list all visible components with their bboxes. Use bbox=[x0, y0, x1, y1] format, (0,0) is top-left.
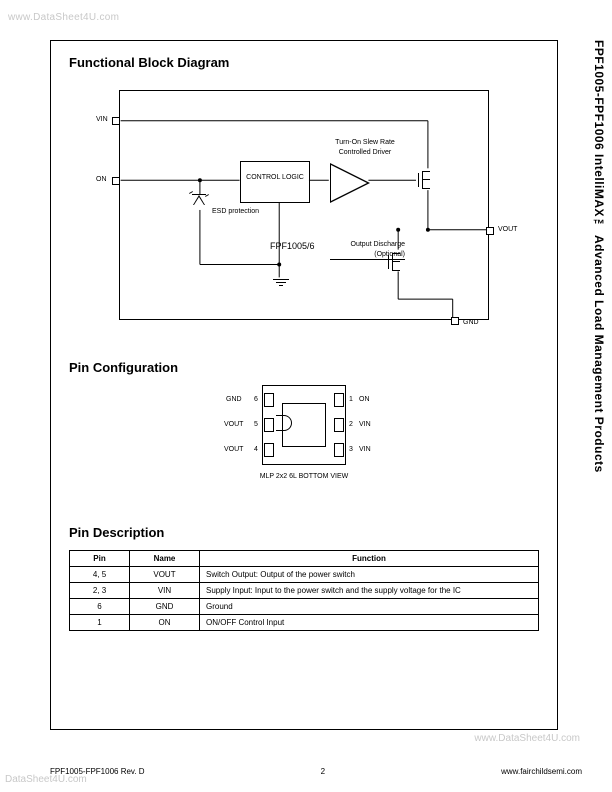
esd-diode bbox=[192, 191, 206, 211]
ground-symbol bbox=[273, 279, 289, 286]
label-gnd: GND bbox=[463, 319, 479, 326]
label-driver-top: Turn-On Slew Rate bbox=[330, 139, 400, 146]
pin-config-caption: MLP 2x2 6L BOTTOM VIEW bbox=[224, 473, 384, 480]
pin-pad-vin bbox=[112, 117, 120, 125]
cell-pin: 1 bbox=[70, 615, 130, 631]
cell-func: Ground bbox=[200, 599, 539, 615]
pin-lbl-vout1: VOUT bbox=[224, 421, 243, 428]
th-name: Name bbox=[130, 551, 200, 567]
watermark-bottom-right: www.DataSheet4U.com bbox=[474, 733, 580, 744]
table-row: 1 ON ON/OFF Control Input bbox=[70, 615, 539, 631]
cell-pin: 2, 3 bbox=[70, 583, 130, 599]
label-on: ON bbox=[96, 176, 107, 183]
watermark-top-left: www.DataSheet4U.com bbox=[8, 12, 119, 23]
pin-lbl-gnd: GND bbox=[226, 396, 242, 403]
label-discharge1: Output Discharge bbox=[330, 241, 405, 248]
pin-pad-vout bbox=[486, 227, 494, 235]
footer-left: FPF1005-FPF1006 Rev. D bbox=[50, 767, 145, 776]
cell-name: VOUT bbox=[130, 567, 200, 583]
footer-page-number: 2 bbox=[145, 767, 502, 776]
label-part-number: FPF1005/6 bbox=[270, 241, 315, 251]
pin-3 bbox=[334, 443, 344, 457]
pin-5 bbox=[264, 418, 274, 432]
pin-pad-gnd bbox=[451, 317, 459, 325]
pin-num-5: 5 bbox=[254, 421, 258, 428]
main-content-frame: Functional Block Diagram VIN bbox=[50, 40, 558, 730]
footer-right: www.fairchildsemi.com bbox=[501, 767, 582, 776]
cell-pin: 4, 5 bbox=[70, 567, 130, 583]
pin-description-table: Pin Name Function 4, 5 VOUT Switch Outpu… bbox=[69, 550, 539, 631]
table-row: 6 GND Ground bbox=[70, 599, 539, 615]
functional-block-diagram: VIN ON VOUT GND CONTROL LOGIC Turn-On Sl… bbox=[119, 90, 489, 320]
package-notch bbox=[276, 415, 292, 431]
cell-name: GND bbox=[130, 599, 200, 615]
pin-num-3: 3 bbox=[349, 446, 353, 453]
pin-lbl-on: ON bbox=[359, 396, 370, 403]
label-discharge2: (Optional) bbox=[330, 251, 405, 260]
cell-func: ON/OFF Control Input bbox=[200, 615, 539, 631]
cell-func: Switch Output: Output of the power switc… bbox=[200, 567, 539, 583]
pin-lbl-vin1: VIN bbox=[359, 421, 371, 428]
table-row: 4, 5 VOUT Switch Output: Output of the p… bbox=[70, 567, 539, 583]
pin-configuration-diagram: 6 5 4 1 2 3 GND VOUT VOUT ON VIN VIN MLP… bbox=[224, 385, 384, 495]
cell-name: ON bbox=[130, 615, 200, 631]
pin-4 bbox=[264, 443, 274, 457]
label-vin: VIN bbox=[96, 116, 108, 123]
pin-num-2: 2 bbox=[349, 421, 353, 428]
th-pin: Pin bbox=[70, 551, 130, 567]
pin-num-6: 6 bbox=[254, 396, 258, 403]
label-vout: VOUT bbox=[498, 226, 517, 233]
pin-lbl-vin2: VIN bbox=[359, 446, 371, 453]
vertical-product-title: FPF1005-FPF1006 IntelliMAX™ Advanced Loa… bbox=[586, 40, 606, 473]
th-function: Function bbox=[200, 551, 539, 567]
label-esd: ESD protection bbox=[212, 208, 259, 215]
pin-num-4: 4 bbox=[254, 446, 258, 453]
driver-triangle bbox=[330, 163, 370, 203]
control-logic-block: CONTROL LOGIC bbox=[240, 161, 310, 203]
mosfet-main bbox=[418, 169, 436, 191]
page-footer: FPF1005-FPF1006 Rev. D 2 www.fairchildse… bbox=[50, 767, 582, 776]
cell-func: Supply Input: Input to the power switch … bbox=[200, 583, 539, 599]
pin-6 bbox=[264, 393, 274, 407]
table-row: 2, 3 VIN Supply Input: Input to the powe… bbox=[70, 583, 539, 599]
pin-1 bbox=[334, 393, 344, 407]
cell-pin: 6 bbox=[70, 599, 130, 615]
section-title-pin-config: Pin Configuration bbox=[69, 360, 539, 375]
label-driver-bot: Controlled Driver bbox=[330, 149, 400, 156]
section-title-pin-desc: Pin Description bbox=[69, 525, 539, 540]
pin-lbl-vout2: VOUT bbox=[224, 446, 243, 453]
pin-num-1: 1 bbox=[349, 396, 353, 403]
cell-name: VIN bbox=[130, 583, 200, 599]
pin-2 bbox=[334, 418, 344, 432]
pin-pad-on bbox=[112, 177, 120, 185]
table-header-row: Pin Name Function bbox=[70, 551, 539, 567]
section-title-block-diagram: Functional Block Diagram bbox=[69, 55, 539, 70]
